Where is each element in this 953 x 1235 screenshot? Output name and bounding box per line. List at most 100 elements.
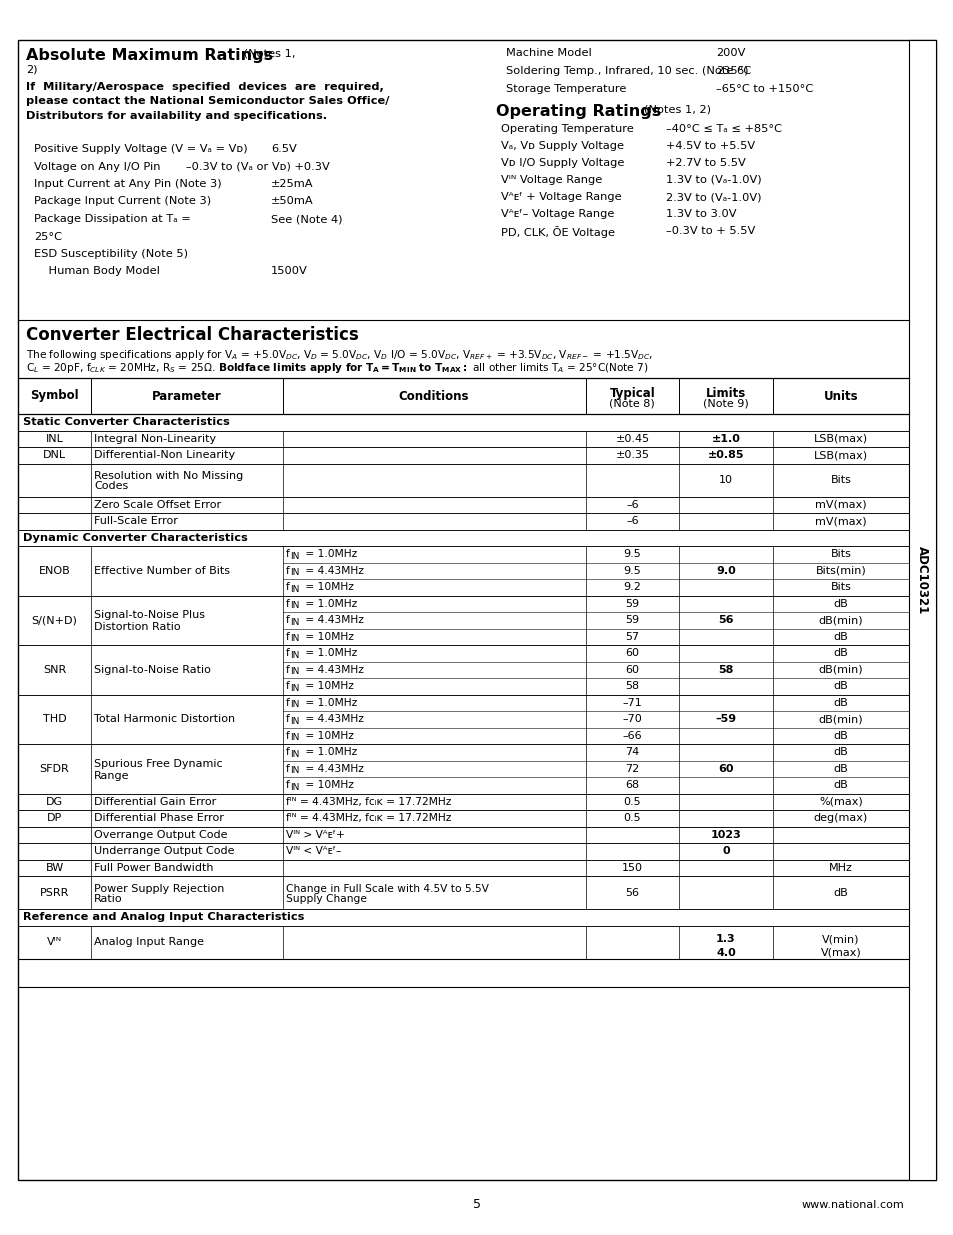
Text: Vᴵᴺ: Vᴵᴺ bbox=[47, 937, 62, 947]
Text: IN: IN bbox=[290, 601, 298, 610]
Text: mV(max): mV(max) bbox=[814, 516, 865, 526]
Text: 200V: 200V bbox=[716, 48, 744, 58]
Text: 10: 10 bbox=[719, 475, 732, 485]
Text: –66: –66 bbox=[622, 731, 641, 741]
Text: 9.2: 9.2 bbox=[622, 582, 640, 593]
Text: = 10MHz: = 10MHz bbox=[301, 731, 354, 741]
Text: dB: dB bbox=[833, 747, 847, 757]
Text: 58: 58 bbox=[624, 682, 639, 692]
Text: = 1.0MHz: = 1.0MHz bbox=[301, 550, 356, 559]
Text: dB: dB bbox=[833, 763, 847, 774]
Text: Storage Temperature: Storage Temperature bbox=[505, 84, 626, 94]
Text: Bits(min): Bits(min) bbox=[815, 566, 865, 576]
Text: See (Note 4): See (Note 4) bbox=[271, 214, 342, 224]
Text: DP: DP bbox=[47, 814, 62, 824]
Text: f: f bbox=[285, 566, 289, 576]
Text: 2): 2) bbox=[26, 64, 37, 74]
Text: 59: 59 bbox=[624, 599, 639, 609]
Text: f: f bbox=[285, 550, 289, 559]
Text: +2.7V to 5.5V: +2.7V to 5.5V bbox=[665, 158, 745, 168]
Text: f: f bbox=[285, 664, 289, 674]
Text: 0.5: 0.5 bbox=[623, 797, 640, 806]
Text: –0.3V to + 5.5V: –0.3V to + 5.5V bbox=[665, 226, 755, 236]
Text: IN: IN bbox=[290, 618, 298, 626]
Text: THD: THD bbox=[43, 714, 67, 724]
Text: –71: –71 bbox=[621, 698, 641, 708]
Text: –6: –6 bbox=[625, 500, 638, 510]
Text: f: f bbox=[285, 747, 289, 757]
Text: (Note 9): (Note 9) bbox=[702, 399, 748, 409]
Text: Analog Input Range: Analog Input Range bbox=[94, 937, 204, 947]
Text: 0: 0 bbox=[721, 846, 729, 856]
Text: ENOB: ENOB bbox=[39, 566, 71, 576]
Text: Integral Non-Linearity: Integral Non-Linearity bbox=[94, 433, 216, 443]
Text: 5: 5 bbox=[473, 1198, 480, 1212]
Text: f: f bbox=[285, 615, 289, 625]
Text: SNR: SNR bbox=[43, 664, 66, 674]
Text: dB: dB bbox=[833, 632, 847, 642]
Text: 56: 56 bbox=[624, 888, 639, 898]
Text: dB(min): dB(min) bbox=[818, 664, 862, 674]
Text: ±1.0: ±1.0 bbox=[711, 433, 740, 443]
Text: Effective Number of Bits: Effective Number of Bits bbox=[94, 566, 230, 576]
Text: ±0.45: ±0.45 bbox=[615, 433, 649, 443]
Text: Absolute Maximum Ratings: Absolute Maximum Ratings bbox=[26, 48, 273, 63]
Text: Converter Electrical Characteristics: Converter Electrical Characteristics bbox=[26, 326, 358, 345]
Text: Reference and Analog Input Characteristics: Reference and Analog Input Characteristi… bbox=[23, 913, 304, 923]
Text: DNL: DNL bbox=[43, 451, 66, 461]
Text: = 4.43MHz: = 4.43MHz bbox=[301, 566, 363, 576]
Text: ±0.35: ±0.35 bbox=[615, 451, 649, 461]
Text: IN: IN bbox=[290, 766, 298, 776]
Text: = 10MHz: = 10MHz bbox=[301, 632, 354, 642]
Text: Vᴵᴺ Voltage Range: Vᴵᴺ Voltage Range bbox=[500, 175, 601, 185]
Text: dB: dB bbox=[833, 781, 847, 790]
Text: fᴵᴺ = 4.43MHz, fᴄₗᴋ = 17.72MHz: fᴵᴺ = 4.43MHz, fᴄₗᴋ = 17.72MHz bbox=[285, 797, 451, 806]
Text: 235°C: 235°C bbox=[716, 65, 750, 77]
Text: (Notes 1, 2): (Notes 1, 2) bbox=[643, 105, 710, 115]
Text: Supply Change: Supply Change bbox=[285, 893, 366, 904]
Text: Full Power Bandwidth: Full Power Bandwidth bbox=[94, 863, 213, 873]
Text: Ratio: Ratio bbox=[94, 893, 123, 904]
Text: 6.5V: 6.5V bbox=[271, 144, 296, 154]
Text: Dynamic Converter Characteristics: Dynamic Converter Characteristics bbox=[23, 532, 248, 542]
Text: PSRR: PSRR bbox=[40, 888, 70, 898]
Text: DG: DG bbox=[46, 797, 63, 806]
Text: = 4.43MHz: = 4.43MHz bbox=[301, 763, 363, 774]
Text: = 4.43MHz: = 4.43MHz bbox=[301, 714, 363, 724]
Text: Spurious Free Dynamic: Spurious Free Dynamic bbox=[94, 758, 222, 768]
Text: f: f bbox=[285, 599, 289, 609]
Text: Differential-Non Linearity: Differential-Non Linearity bbox=[94, 451, 235, 461]
Text: Underrange Output Code: Underrange Output Code bbox=[94, 846, 234, 856]
Text: Total Harmonic Distortion: Total Harmonic Distortion bbox=[94, 714, 235, 724]
Text: SFDR: SFDR bbox=[40, 763, 70, 774]
Text: IN: IN bbox=[290, 584, 298, 594]
Text: = 10MHz: = 10MHz bbox=[301, 781, 354, 790]
Text: www.national.com: www.national.com bbox=[801, 1200, 903, 1210]
Text: dB: dB bbox=[833, 599, 847, 609]
Text: 58: 58 bbox=[718, 664, 733, 674]
Text: 25°C: 25°C bbox=[34, 231, 62, 242]
Text: IN: IN bbox=[290, 651, 298, 659]
Text: Full-Scale Error: Full-Scale Error bbox=[94, 516, 178, 526]
Text: f: f bbox=[285, 682, 289, 692]
Text: Static Converter Characteristics: Static Converter Characteristics bbox=[23, 417, 230, 427]
Text: 1.3V to (Vₐ-1.0V): 1.3V to (Vₐ-1.0V) bbox=[665, 175, 760, 185]
Text: f: f bbox=[285, 763, 289, 774]
Text: Human Body Model: Human Body Model bbox=[34, 267, 160, 277]
Text: 72: 72 bbox=[624, 763, 639, 774]
Text: INL: INL bbox=[46, 433, 64, 443]
Text: ±50mA: ±50mA bbox=[271, 196, 314, 206]
Text: Conditions: Conditions bbox=[398, 389, 469, 403]
Text: IN: IN bbox=[290, 684, 298, 693]
Bar bbox=[908, 40, 935, 1179]
Text: Operating Temperature: Operating Temperature bbox=[500, 124, 633, 135]
Text: = 4.43MHz: = 4.43MHz bbox=[301, 664, 363, 674]
Text: The following specifications apply for V$_A$ = +5.0V$_{DC}$, V$_D$ = 5.0V$_{DC}$: The following specifications apply for V… bbox=[26, 348, 653, 362]
Text: Resolution with No Missing: Resolution with No Missing bbox=[94, 471, 243, 480]
Text: ESD Susceptibility (Note 5): ESD Susceptibility (Note 5) bbox=[34, 249, 188, 259]
Text: IN: IN bbox=[290, 783, 298, 792]
Text: 2.3V to (Vₐ-1.0V): 2.3V to (Vₐ-1.0V) bbox=[665, 191, 760, 203]
Text: f: f bbox=[285, 632, 289, 642]
Text: 59: 59 bbox=[624, 615, 639, 625]
Text: Vₐ, Vᴅ Supply Voltage: Vₐ, Vᴅ Supply Voltage bbox=[500, 141, 623, 151]
